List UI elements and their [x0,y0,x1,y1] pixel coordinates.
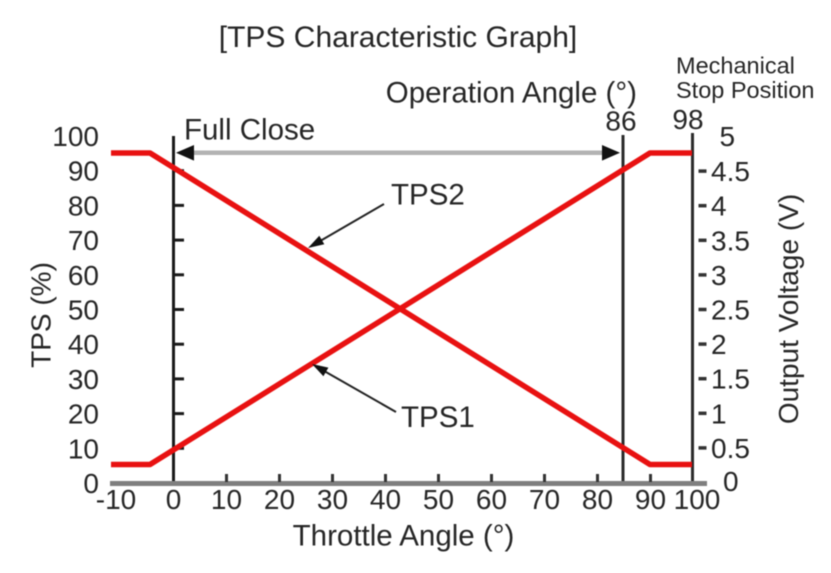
svg-text:50: 50 [423,484,454,515]
svg-text:10: 10 [68,433,99,464]
svg-text:3.5: 3.5 [711,225,750,256]
svg-text:5: 5 [720,121,736,152]
svg-text:98: 98 [672,104,703,135]
svg-text:60: 60 [476,484,507,515]
svg-text:90: 90 [635,484,666,515]
svg-text:40: 40 [68,329,99,360]
svg-text:30: 30 [68,364,99,395]
svg-text:0: 0 [723,466,739,497]
svg-text:86: 86 [605,106,636,137]
svg-text:4: 4 [711,191,727,222]
svg-text:50: 50 [68,295,99,326]
svg-text:0.5: 0.5 [711,433,750,464]
svg-text:Stop Position: Stop Position [676,77,814,103]
svg-text:-10: -10 [96,484,136,515]
svg-text:80: 80 [582,484,613,515]
svg-text:40: 40 [370,484,401,515]
svg-text:Full Close: Full Close [184,114,315,147]
svg-text:0: 0 [83,468,99,499]
svg-text:4.5: 4.5 [711,156,750,187]
svg-text:1.5: 1.5 [711,364,750,395]
svg-text:70: 70 [529,484,560,515]
svg-text:70: 70 [68,225,99,256]
svg-text:TPS1: TPS1 [401,401,475,434]
svg-text:2.5: 2.5 [711,295,750,326]
svg-text:Operation Angle (°): Operation Angle (°) [386,77,637,110]
svg-text:90: 90 [68,156,99,187]
svg-text:[TPS Characteristic Graph]: [TPS Characteristic Graph] [219,21,577,54]
svg-text:1: 1 [711,398,727,429]
svg-text:60: 60 [68,260,99,291]
svg-text:2: 2 [711,329,727,360]
svg-text:0: 0 [166,484,182,515]
svg-text:3: 3 [711,260,727,291]
svg-text:Output Voltage (V): Output Voltage (V) [773,194,804,424]
svg-text:TPS2: TPS2 [391,179,465,212]
svg-text:100: 100 [674,484,721,515]
svg-text:TPS (%): TPS (%) [26,262,57,368]
svg-text:20: 20 [264,484,295,515]
svg-text:100: 100 [52,121,99,152]
svg-text:10: 10 [211,484,242,515]
svg-text:Throttle Angle (°): Throttle Angle (°) [293,520,515,553]
svg-text:80: 80 [68,190,99,221]
svg-text:30: 30 [317,484,348,515]
svg-text:20: 20 [68,399,99,430]
svg-text:Mechanical: Mechanical [676,53,795,79]
